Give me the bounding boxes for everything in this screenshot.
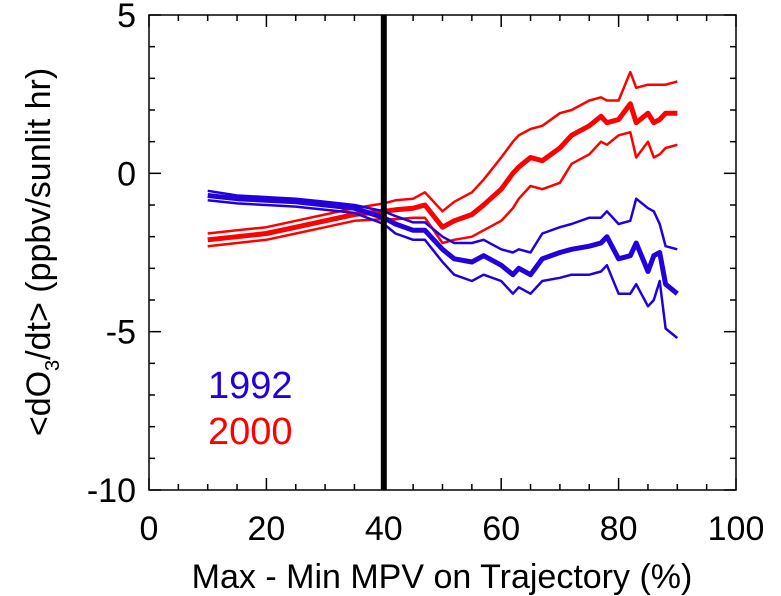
y-axis-title-post: /dt> (ppbv/sunlit hr) [20,68,58,360]
x-tick-label: 60 [482,510,520,548]
y-axis-title: <dO3/dt> (ppbv/sunlit hr) [20,68,64,436]
y-tick-label: 5 [117,0,136,35]
y-axis-title-sub: 3 [42,360,64,371]
y-tick-label: -5 [106,314,136,352]
axis-ticks [148,14,737,491]
x-tick-label: 0 [140,510,159,548]
x-tick-labels: 0 20 40 60 80 100 [140,510,765,548]
series-2000 [207,70,678,248]
series-2000-upper-line [207,70,678,235]
y-tick-label: -10 [87,472,136,510]
legend-label-1992: 1992 [208,365,293,407]
x-axis-title: Max - Min MPV on Trajectory (%) [192,558,693,596]
x-tick-label: 20 [247,510,285,548]
series-2000-mean-line [207,101,678,243]
series-2000-lower-line [207,130,678,248]
series-1992-upper-line [207,189,678,254]
x-tick-label: 100 [708,510,765,548]
series-1992 [207,189,679,339]
y-tick-labels: -10 -5 0 5 [87,0,136,510]
series-1992-mean-line [207,193,679,296]
y-axis-title-pre: <dO [20,371,58,436]
x-tick-label: 40 [365,510,403,548]
y-tick-label: 0 [117,155,136,193]
series-layer [207,70,679,339]
legend-label-2000: 2000 [208,411,293,453]
series-1992-lower-line [207,199,679,339]
x-tick-label: 80 [600,510,638,548]
